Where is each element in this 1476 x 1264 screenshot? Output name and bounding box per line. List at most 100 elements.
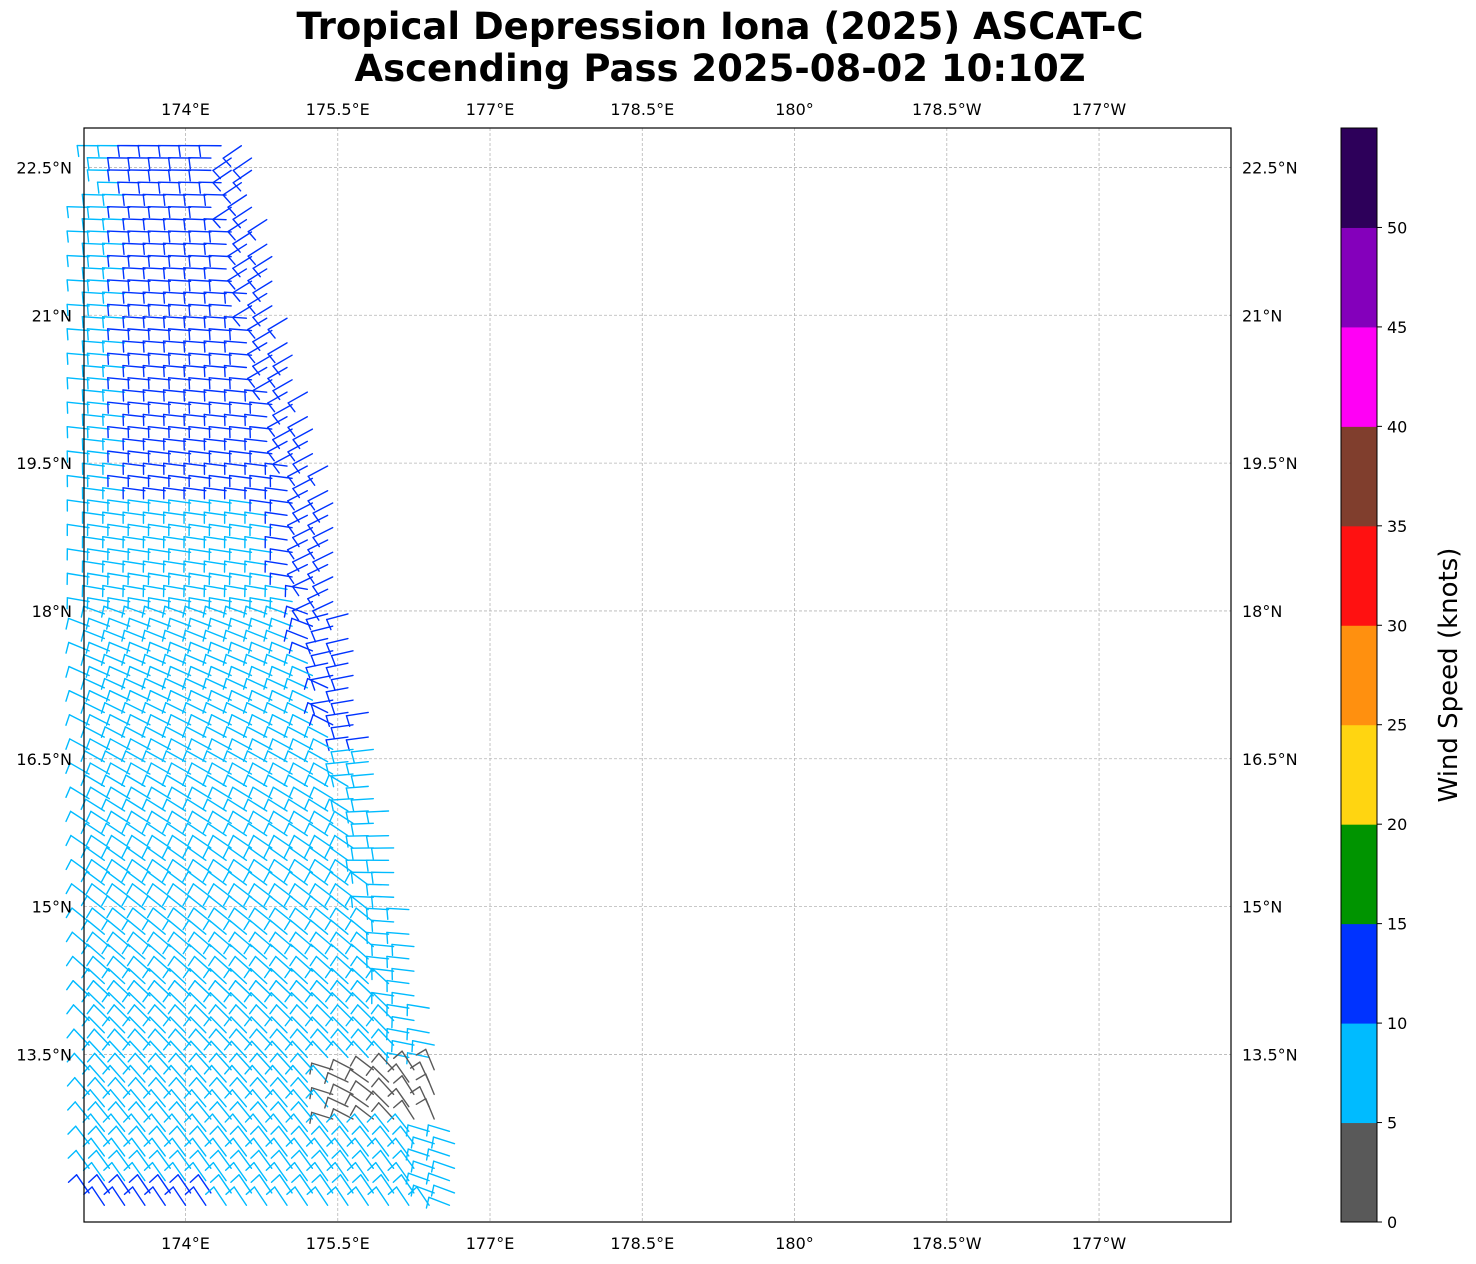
wind-barb [157, 144, 182, 158]
wind-barb [100, 822, 126, 837]
wind-barb [228, 523, 253, 537]
wind-barb [208, 230, 232, 243]
wind-barb [169, 1174, 192, 1194]
wind-barb [187, 641, 212, 654]
wind-barb [370, 1028, 395, 1046]
wind-barb [209, 1125, 232, 1145]
wind-barb [227, 243, 248, 266]
wind-barb [243, 871, 268, 886]
wind-barb [207, 931, 232, 948]
wind-barb [81, 992, 106, 1009]
wind-barb [284, 967, 309, 985]
wind-barb [127, 169, 151, 182]
wind-barb [212, 169, 232, 192]
wind-barb [122, 340, 146, 353]
wind-barb [305, 662, 329, 679]
wind-barb [284, 584, 309, 598]
wind-barb [65, 834, 90, 849]
wind-barb [100, 750, 126, 763]
wind-barb [291, 576, 314, 597]
wind-barb [247, 292, 268, 315]
lon-tick-label-bottom: 177°E [466, 1234, 515, 1253]
wind-barb [66, 1052, 90, 1071]
wind-barb [289, 1028, 314, 1046]
wind-barb [183, 242, 207, 255]
wind-barb [202, 653, 227, 666]
wind-barb [188, 1052, 212, 1071]
wind-barb [326, 1186, 349, 1206]
wind-barb [223, 919, 248, 935]
wind-barb [330, 674, 354, 691]
wind-barb [183, 413, 207, 427]
wind-barb [227, 859, 253, 874]
wind-barb [292, 526, 314, 548]
wind-barb [167, 254, 192, 268]
wind-barb [122, 1040, 146, 1059]
wind-barb [105, 738, 131, 751]
wind-barb [87, 1149, 111, 1169]
wind-barb [224, 1064, 248, 1083]
wind-barb [202, 605, 227, 618]
wind-barb [85, 859, 111, 874]
wind-barb [183, 218, 207, 231]
wind-barb [167, 1004, 192, 1022]
wind-barb [312, 526, 334, 548]
wind-barb [121, 605, 146, 618]
wind-barb [324, 1096, 349, 1109]
wind-barb [223, 291, 248, 304]
wind-barb [162, 1040, 187, 1059]
wind-barb [161, 774, 187, 788]
wind-barb [122, 218, 146, 231]
wind-barb [204, 1137, 227, 1157]
wind-barb [86, 205, 111, 219]
wind-barb [283, 629, 309, 642]
wind-barb [208, 474, 232, 488]
wind-barb [101, 967, 126, 985]
wind-barb [188, 230, 212, 243]
wind-barb [148, 1125, 171, 1145]
wind-barb [163, 1137, 187, 1157]
wind-barb [81, 267, 106, 280]
wind-barb [101, 919, 126, 935]
colorbar-bin [1341, 227, 1377, 328]
wind-barb [248, 931, 273, 948]
wind-barb [288, 859, 314, 874]
wind-barb [81, 242, 106, 255]
wind-barb [208, 572, 232, 586]
wind-barb [76, 144, 100, 158]
wind-barb [147, 474, 171, 488]
wind-barb [330, 748, 354, 764]
wind-barb [107, 303, 131, 317]
wind-barb [392, 1125, 415, 1145]
wind-barb [141, 677, 166, 690]
wind-barb [189, 1174, 212, 1194]
wind-barb [182, 822, 207, 837]
wind-barb [248, 907, 273, 923]
wind-barb [207, 665, 232, 678]
wind-barb [183, 560, 207, 573]
wind-barb [430, 1184, 456, 1197]
wind-barb [65, 810, 90, 825]
wind-barb [66, 328, 90, 341]
wind-barb [292, 477, 314, 499]
wind-barb [370, 847, 395, 860]
wind-barb [249, 425, 273, 439]
wind-barb [208, 955, 232, 972]
wind-barb [270, 1149, 293, 1169]
wind-barb [307, 539, 329, 560]
wind-barb [103, 1186, 126, 1206]
wind-barb [349, 931, 374, 948]
wind-barb [269, 1028, 293, 1046]
wind-barb [182, 992, 207, 1009]
wind-barb [161, 726, 187, 738]
wind-barb [163, 1089, 187, 1108]
wind-barb [188, 279, 212, 292]
wind-barb [329, 883, 354, 898]
wind-barb [127, 157, 151, 170]
wind-barb [147, 955, 171, 972]
wind-barb [264, 1040, 288, 1059]
wind-barb [146, 859, 171, 874]
wind-barb [268, 810, 293, 825]
wind-barb [187, 907, 212, 923]
